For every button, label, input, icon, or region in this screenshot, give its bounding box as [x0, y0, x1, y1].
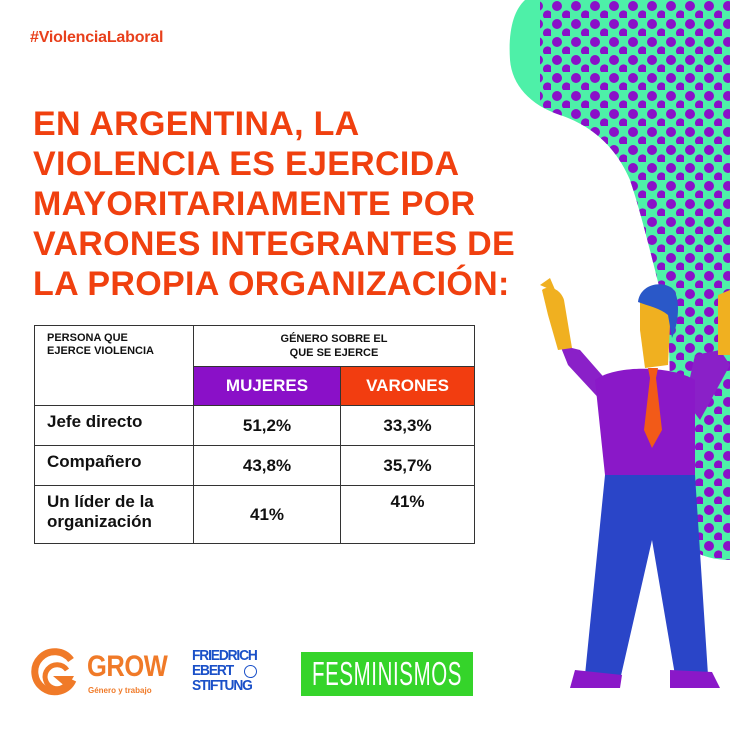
grow-logo: GROW Género y trabajo — [27, 648, 168, 698]
partner-logos: GROW Género y trabajo FRIEDRICH EBERT ST… — [0, 648, 500, 702]
cell-varones: 33,3% — [340, 405, 475, 446]
header-genero: GÉNERO SOBRE EL QUE SE EJERCE — [193, 325, 475, 367]
globe-icon — [244, 665, 257, 678]
column-varones: VARONES — [340, 366, 475, 406]
cell-varones: 35,7% — [340, 445, 475, 486]
fesminismos-logo: FESMINISMOS — [301, 652, 473, 696]
cell-mujeres: 51,2% — [193, 405, 341, 446]
cell-mujeres: 43,8% — [193, 445, 341, 486]
page-title: EN ARGENTINA, LA VIOLENCIA ES EJERCIDA M… — [33, 105, 516, 303]
grow-g-icon — [31, 648, 77, 696]
cell-mujeres: 41% — [193, 485, 341, 544]
fesminismos-name: FESMINISMOS — [311, 655, 463, 692]
table-row: Un líder de la organización 41% 41% — [34, 485, 475, 544]
violence-data-table: PERSONA QUE EJERCE VIOLENCIA GÉNERO SOBR… — [34, 325, 475, 544]
header-persona: PERSONA QUE EJERCE VIOLENCIA — [34, 325, 194, 406]
table-row: Compañero 43,8% 35,7% — [34, 445, 475, 486]
grow-subtitle: Género y trabajo — [88, 686, 152, 695]
row-label: Compañero — [34, 445, 194, 486]
cell-varones: 41% — [340, 485, 475, 544]
row-label: Un líder de la organización — [34, 485, 194, 544]
hashtag-label: #ViolenciaLaboral — [30, 29, 164, 46]
table-row: Jefe directo 51,2% 33,3% — [34, 405, 475, 446]
man-raising-arms-illustration — [540, 278, 730, 688]
grow-name: GROW — [87, 650, 168, 683]
fes-logo: FRIEDRICH EBERT STIFTUNG — [192, 648, 258, 694]
row-label: Jefe directo — [34, 405, 194, 446]
column-mujeres: MUJERES — [193, 366, 341, 406]
